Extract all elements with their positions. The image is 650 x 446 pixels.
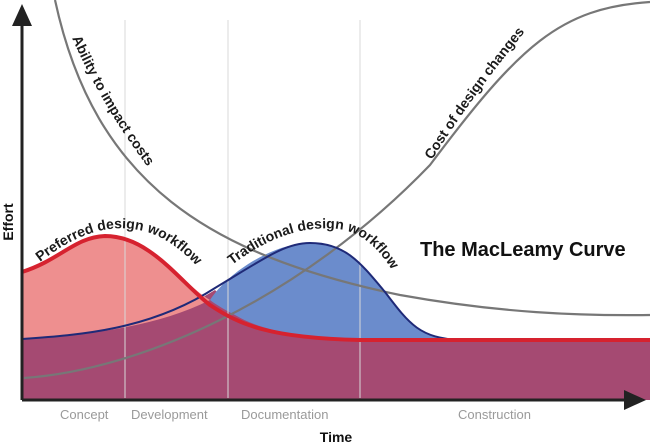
cost-curve-label: Cost of design changes: [421, 24, 527, 162]
phase-dividers: [124, 20, 361, 398]
phase-label-development: Development: [131, 407, 208, 422]
x-axis-label: Time: [320, 429, 353, 445]
phase-label-construction: Construction: [458, 407, 531, 422]
overlap-region: [22, 290, 650, 400]
ability-curve-label: Ability to impact costs: [69, 33, 158, 169]
phase-label-concept: Concept: [60, 407, 109, 422]
y-axis-label: Effort: [0, 203, 16, 241]
diagram-title: The MacLeamy Curve: [420, 239, 626, 261]
y-axis-arrow-icon: [12, 4, 32, 26]
x-axis-arrow-icon: [624, 390, 646, 410]
axes: [12, 4, 646, 410]
phase-label-documentation: Documentation: [241, 407, 328, 422]
traditional-workflow-area: [210, 243, 460, 340]
